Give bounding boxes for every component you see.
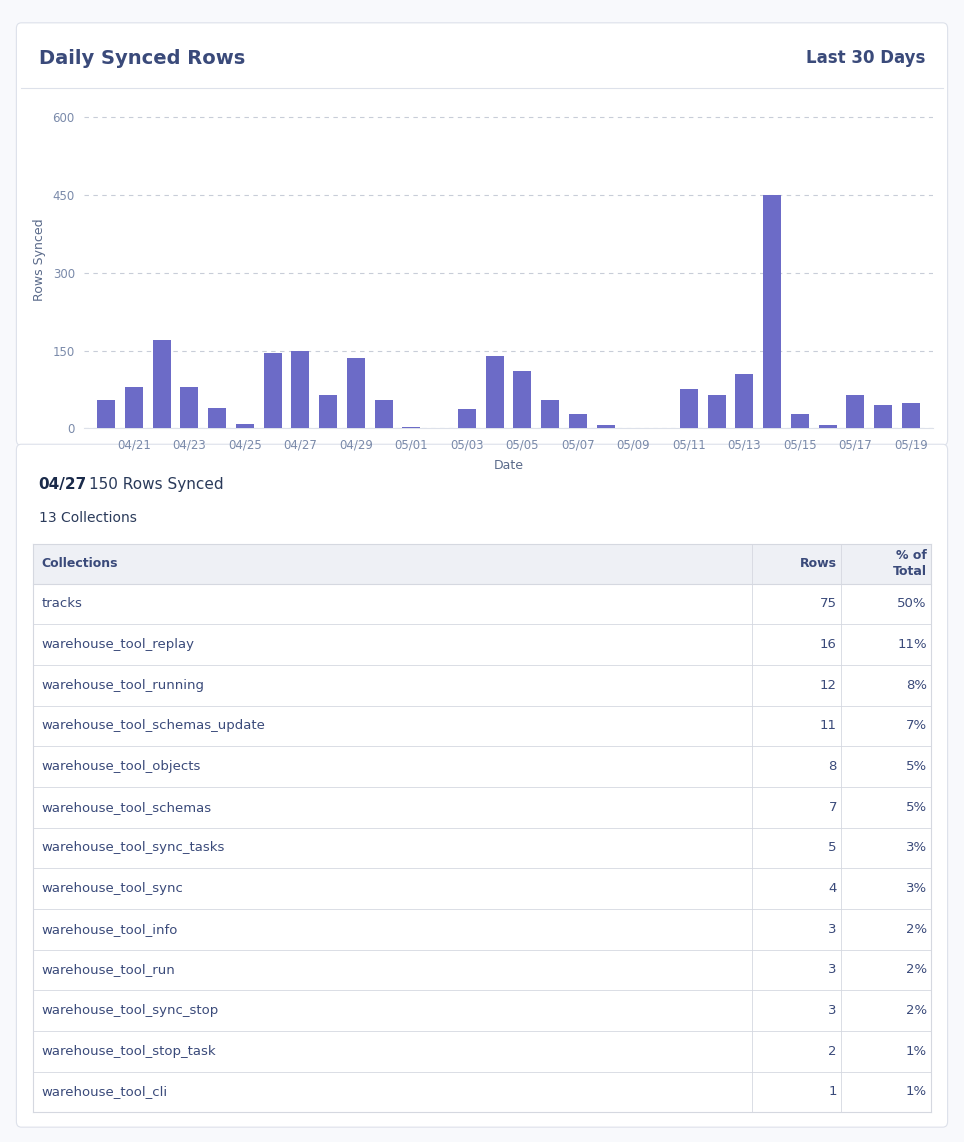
Text: 75: 75: [820, 597, 837, 611]
Text: 16: 16: [820, 638, 837, 651]
Bar: [763, 195, 781, 428]
Text: warehouse_tool_run: warehouse_tool_run: [41, 964, 175, 976]
Bar: [736, 373, 754, 428]
Text: 3: 3: [828, 964, 837, 976]
Text: warehouse_tool_schemas: warehouse_tool_schemas: [41, 801, 212, 814]
Text: 3: 3: [828, 1004, 837, 1018]
Text: 1%: 1%: [905, 1045, 926, 1057]
Text: 7%: 7%: [905, 719, 926, 732]
Text: warehouse_tool_sync_stop: warehouse_tool_sync_stop: [41, 1004, 219, 1018]
Text: 2: 2: [828, 1045, 837, 1057]
Text: 5%: 5%: [905, 801, 926, 814]
Text: 4: 4: [828, 882, 837, 895]
Bar: [569, 413, 587, 428]
Bar: [236, 424, 254, 428]
Text: warehouse_tool_sync_tasks: warehouse_tool_sync_tasks: [41, 842, 226, 854]
Text: warehouse_tool_stop_task: warehouse_tool_stop_task: [41, 1045, 216, 1057]
Text: warehouse_tool_info: warehouse_tool_info: [41, 923, 178, 935]
Bar: [208, 408, 227, 428]
Text: Rows: Rows: [800, 557, 837, 570]
Bar: [124, 387, 143, 428]
Bar: [597, 425, 615, 428]
Bar: [180, 387, 199, 428]
Bar: [375, 400, 392, 428]
Bar: [347, 359, 365, 428]
Text: 13 Collections: 13 Collections: [39, 512, 137, 525]
Text: warehouse_tool_running: warehouse_tool_running: [41, 678, 204, 692]
Text: 3%: 3%: [905, 842, 926, 854]
Text: 2%: 2%: [905, 923, 926, 935]
Text: warehouse_tool_replay: warehouse_tool_replay: [41, 638, 195, 651]
Text: Collections: Collections: [41, 557, 119, 570]
Bar: [514, 371, 531, 428]
Text: Daily Synced Rows: Daily Synced Rows: [39, 49, 245, 67]
Text: 5%: 5%: [905, 761, 926, 773]
Text: 12: 12: [820, 678, 837, 692]
Bar: [263, 353, 281, 428]
X-axis label: Date: Date: [494, 459, 523, 472]
Text: 11%: 11%: [897, 638, 926, 651]
Bar: [541, 400, 559, 428]
Bar: [33, 544, 931, 584]
Text: 11: 11: [820, 719, 837, 732]
Bar: [818, 425, 837, 428]
Text: 150 Rows Synced: 150 Rows Synced: [89, 476, 224, 492]
Bar: [902, 403, 920, 428]
Y-axis label: Rows Synced: Rows Synced: [33, 218, 45, 301]
Bar: [846, 395, 865, 428]
Text: 5: 5: [828, 842, 837, 854]
Text: warehouse_tool_sync: warehouse_tool_sync: [41, 882, 183, 895]
Text: 3: 3: [828, 923, 837, 935]
Text: 2%: 2%: [905, 964, 926, 976]
Text: 50%: 50%: [897, 597, 926, 611]
Bar: [319, 395, 337, 428]
Text: Last 30 Days: Last 30 Days: [806, 49, 925, 67]
Text: 1%: 1%: [905, 1086, 926, 1099]
Text: 04/27: 04/27: [39, 476, 87, 492]
Text: 2%: 2%: [905, 1004, 926, 1018]
Text: 3%: 3%: [905, 882, 926, 895]
Text: 8: 8: [828, 761, 837, 773]
Text: warehouse_tool_cli: warehouse_tool_cli: [41, 1086, 168, 1099]
Text: 8%: 8%: [906, 678, 926, 692]
Bar: [708, 395, 726, 428]
Bar: [874, 405, 893, 428]
Text: warehouse_tool_schemas_update: warehouse_tool_schemas_update: [41, 719, 266, 732]
Bar: [458, 409, 476, 428]
Bar: [790, 413, 809, 428]
Text: % of
Total: % of Total: [893, 549, 926, 578]
Text: tracks: tracks: [41, 597, 83, 611]
Text: warehouse_tool_objects: warehouse_tool_objects: [41, 761, 201, 773]
Bar: [152, 340, 171, 428]
Text: 1: 1: [828, 1086, 837, 1099]
Bar: [486, 355, 503, 428]
Bar: [680, 389, 698, 428]
Text: 7: 7: [828, 801, 837, 814]
Bar: [97, 400, 115, 428]
Bar: [291, 351, 309, 428]
